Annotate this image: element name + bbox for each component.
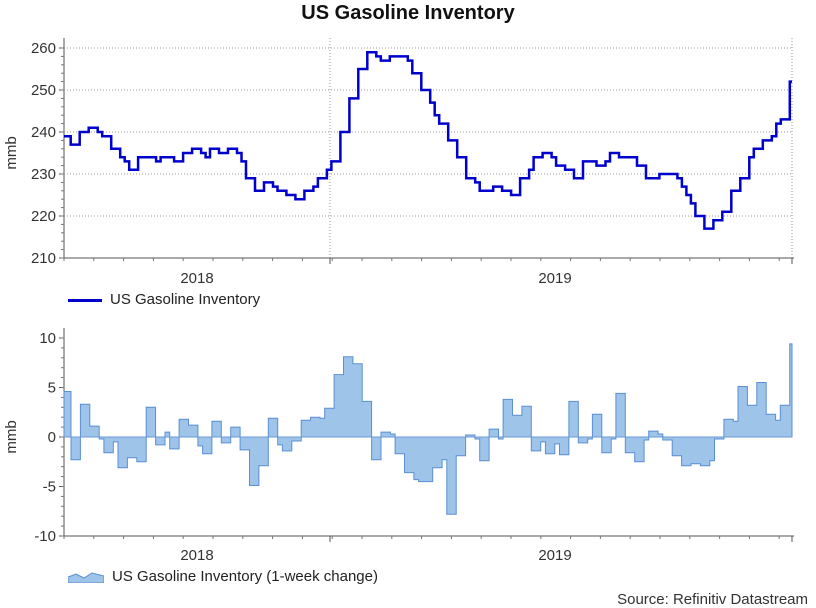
legend-line-swatch [68, 298, 102, 302]
series-area-weekly-change [63, 343, 793, 515]
legend-line-label: US Gasoline Inventory [110, 291, 261, 308]
y-tick-label: 0 [48, 429, 56, 446]
x-tick-label: 2018 [180, 270, 213, 287]
x-tick-label: 2019 [538, 270, 571, 287]
y-tick-label: -5 [43, 479, 56, 496]
series-line-inventory [64, 50, 792, 230]
x-tick-label: 2018 [180, 547, 213, 564]
y-axis-title: mmb [3, 420, 20, 453]
y-axis-title: mmb [3, 136, 20, 169]
y-tick-label: 240 [31, 124, 56, 141]
y-tick-label: 230 [31, 166, 56, 183]
source-note: Source: Refinitiv Datastream [617, 591, 808, 608]
legend-area: US Gasoline Inventory (1-week change) [67, 568, 378, 585]
inventory-line-chart: 210 220 230 240 250 260 2018 2019 mmb [3, 38, 794, 287]
x-tick-label: 2019 [538, 547, 571, 564]
legend-area-label: US Gasoline Inventory (1-week change) [112, 568, 378, 585]
y-tick-label: 260 [31, 40, 56, 57]
y-tick-label: -10 [34, 528, 56, 545]
y-tick-label: 250 [31, 82, 56, 99]
y-tick-label: 10 [39, 330, 56, 347]
legend-area-swatch [67, 572, 105, 584]
chart-title: US Gasoline Inventory [301, 2, 515, 24]
y-tick-label: 220 [31, 208, 56, 225]
legend-line: US Gasoline Inventory [68, 291, 260, 308]
y-tick-label: 210 [31, 250, 56, 267]
y-tick-label: 5 [48, 380, 56, 397]
